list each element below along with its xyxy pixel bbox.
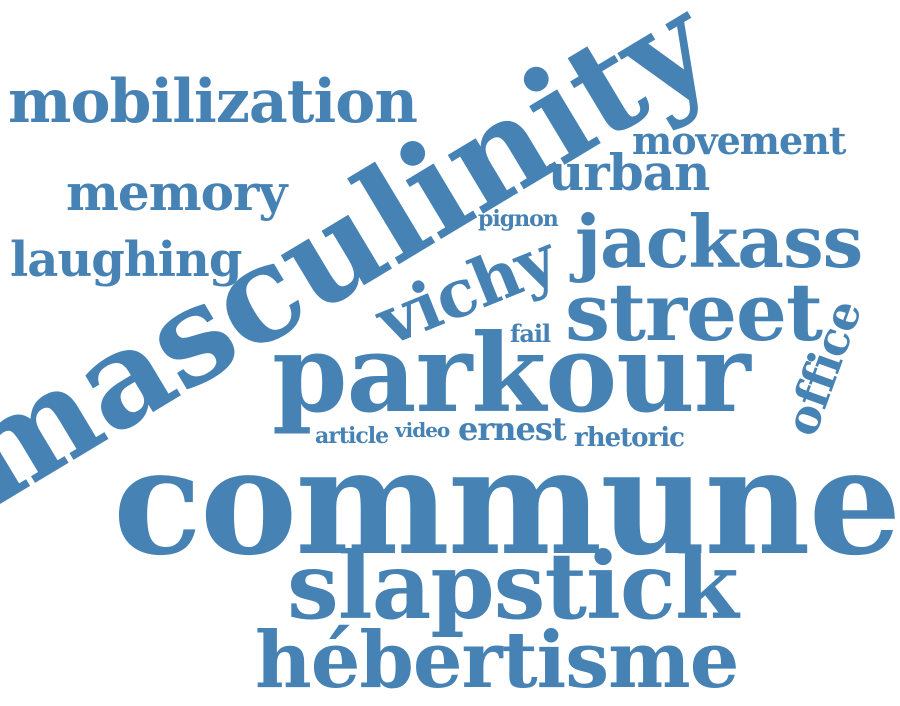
word-rhetoric: rhetoric <box>574 423 685 453</box>
word-hebertisme: hébertisme <box>255 615 739 706</box>
word-pignon: pignon <box>478 206 559 232</box>
word-urban: urban <box>548 143 710 202</box>
word-street: street <box>565 265 823 359</box>
word-article: article <box>315 423 389 449</box>
word-commune: commune <box>113 417 900 588</box>
word-mobilization: mobilization <box>8 67 418 137</box>
word-slapstick: slapstick <box>287 532 739 640</box>
word-parkour: parkour <box>272 311 751 437</box>
word-video: video <box>395 418 450 442</box>
word-ernest: ernest <box>458 410 567 448</box>
word-laughing: laughing <box>10 232 242 288</box>
word-movement: movement <box>632 118 846 163</box>
word-jackass: jackass <box>575 199 863 284</box>
word-fail: fail <box>510 319 551 348</box>
word-memory: memory <box>66 163 287 222</box>
